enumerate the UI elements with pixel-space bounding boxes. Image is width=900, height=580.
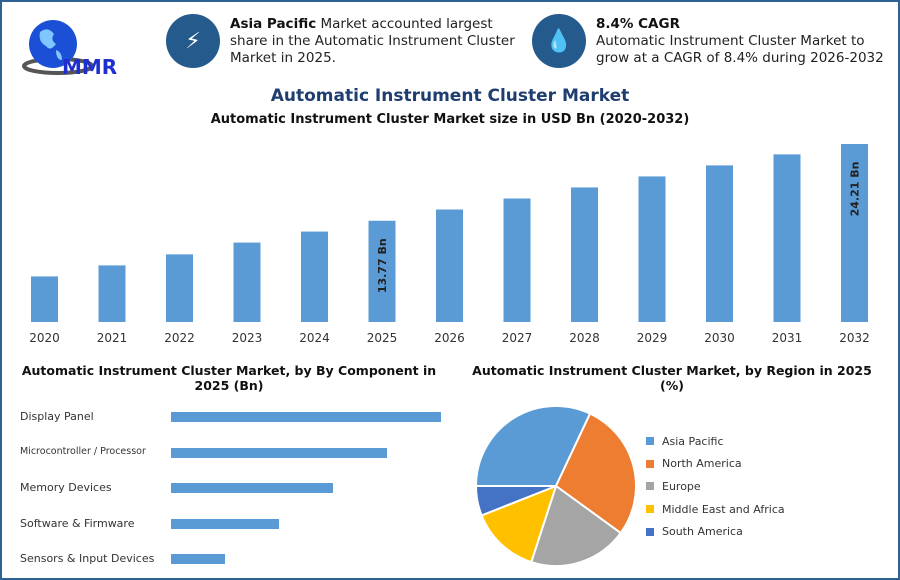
bar-2032 xyxy=(841,144,868,322)
highlight-bold: Asia Pacific xyxy=(230,16,317,32)
x-tick-label: 2029 xyxy=(637,331,668,345)
region-chart-title: Automatic Instrument Cluster Market, by … xyxy=(472,363,872,393)
legend-item: Middle East and Africa xyxy=(646,498,785,521)
legend-item: South America xyxy=(646,520,785,543)
legend-item: Europe xyxy=(646,475,785,498)
bar-2022 xyxy=(166,254,193,322)
data-label: 13.77 Bn xyxy=(376,238,389,293)
x-tick-label: 2027 xyxy=(502,331,533,345)
data-label: 24.21 Bn xyxy=(849,162,862,217)
legend-label: Asia Pacific xyxy=(662,434,724,448)
x-tick-label: 2020 xyxy=(29,331,60,345)
lightning-icon: ⚡ xyxy=(166,14,220,68)
bar-2021 xyxy=(98,265,126,322)
bar-2025 xyxy=(368,220,396,322)
legend-swatch xyxy=(646,527,654,536)
highlight-text: Automatic Instrument Cluster Market to g… xyxy=(596,33,884,66)
bar-2027 xyxy=(503,198,531,322)
pie-legend: Asia Pacific North America Europe Middle Ea… xyxy=(646,430,785,543)
highlight-cagr: 💧 8.4% CAGR Automatic Instrument Cluster … xyxy=(532,14,892,68)
x-tick-label: 2024 xyxy=(299,331,330,345)
component-label: Display Panel xyxy=(20,410,94,423)
legend-item: North America xyxy=(646,453,785,476)
x-tick-label: 2026 xyxy=(434,331,465,345)
pie-slice-south-america xyxy=(474,485,557,517)
component-label: Sensors & Input Devices xyxy=(20,552,155,565)
pie-slice-north-america xyxy=(554,412,637,535)
bar-2031 xyxy=(773,154,801,322)
x-tick-label: 2031 xyxy=(772,331,803,345)
x-tick-label: 2028 xyxy=(569,331,600,345)
highlight-bold: 8.4% CAGR xyxy=(596,16,680,32)
component-label: Microcontroller / Processor xyxy=(20,445,146,457)
bar-2024 xyxy=(301,231,328,322)
legend-label: North America xyxy=(662,457,742,471)
pie-slice-middle-east-and-africa xyxy=(480,484,558,564)
component-bar xyxy=(171,554,225,564)
component-bar xyxy=(171,447,387,458)
pie-slice-europe xyxy=(530,484,623,567)
pie-slice-asia-pacific xyxy=(474,405,592,487)
legend-label: Europe xyxy=(662,479,701,493)
x-tick-label: 2021 xyxy=(97,331,128,345)
component-label: Memory Devices xyxy=(20,481,112,494)
component-bar xyxy=(171,412,441,422)
legend-swatch xyxy=(646,437,654,446)
flame-drop-icon: 💧 xyxy=(532,14,586,68)
highlight-region: ⚡ Asia Pacific Market accounted largest … xyxy=(166,14,526,68)
legend-item: Asia Pacific xyxy=(646,430,785,453)
x-tick-label: 2022 xyxy=(164,331,195,345)
x-tick-label: 2025 xyxy=(367,331,398,345)
legend-label: Middle East and Africa xyxy=(662,502,785,516)
legend-label: South America xyxy=(662,525,743,539)
main-title: Automatic Instrument Cluster Market xyxy=(270,86,630,106)
bar-2030 xyxy=(706,165,733,322)
component-bar xyxy=(171,483,333,493)
component-bar xyxy=(171,518,279,529)
legend-swatch xyxy=(646,505,654,514)
bar-chart-title: Automatic Instrument Cluster Market size… xyxy=(210,112,690,127)
bar-2029 xyxy=(638,176,666,322)
highlight-text: Market accounted largest share in the Au… xyxy=(230,16,515,66)
mmr-logo: MMR xyxy=(22,20,117,79)
x-tick-label: 2023 xyxy=(232,331,263,345)
legend-swatch xyxy=(646,459,654,468)
x-tick-label: 2032 xyxy=(839,331,870,345)
bar-2026 xyxy=(436,209,463,322)
bar-2028 xyxy=(571,187,598,322)
legend-swatch xyxy=(646,482,654,491)
bar-2023 xyxy=(233,242,261,322)
region-pie-chart xyxy=(474,405,637,567)
bar-2020 xyxy=(31,276,58,322)
svg-text:MMR: MMR xyxy=(62,55,117,79)
x-tick-label: 2030 xyxy=(704,331,735,345)
market-size-bar-chart: 2020 2021 2022 2023 2024 2025 13.77 Bn 2026 2027… xyxy=(29,144,870,345)
component-chart-title: Automatic Instrument Cluster Market, by … xyxy=(21,363,437,393)
component-label: Software & Firmware xyxy=(20,516,135,530)
